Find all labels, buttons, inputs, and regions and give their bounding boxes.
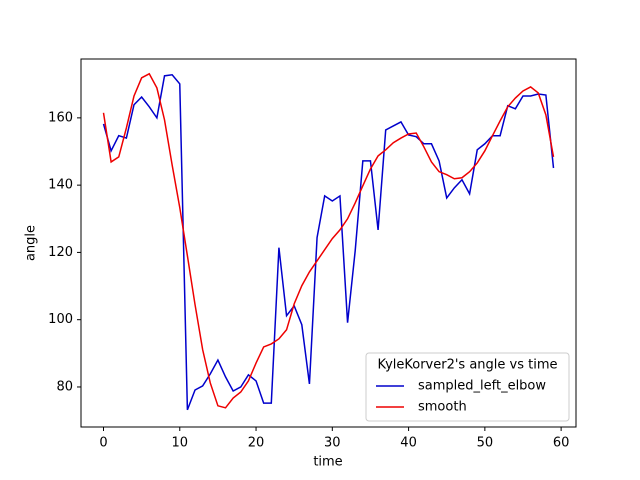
legend-title: KyleKorver2's angle vs time [377,358,557,373]
y-tick-label: 160 [48,110,73,125]
y-tick-label: 120 [48,245,73,260]
y-tick-label: 80 [56,379,73,394]
plot-frame [80,58,577,428]
legend-label: sampled_left_elbow [418,379,546,394]
y-axis-label: angle [24,225,39,261]
x-tick-label: 10 [171,436,188,451]
data-line [102,72,555,409]
y-tick-label: 140 [48,178,73,193]
x-tick-label: 60 [553,436,570,451]
x-tick-label: 40 [400,436,417,451]
x-tick-label: 30 [324,436,341,451]
legend: KyleKorver2's angle vs time sampled_left_… [365,352,570,422]
x-tick-label: 0 [99,436,107,451]
legend-label: smooth [418,400,467,415]
x-tick-label: 20 [248,436,265,451]
x-tick-label: 50 [477,436,494,451]
x-axis-label: time [313,455,342,470]
data-line [102,74,555,411]
legend-box [365,352,570,422]
y-tick-label: 100 [48,312,73,327]
